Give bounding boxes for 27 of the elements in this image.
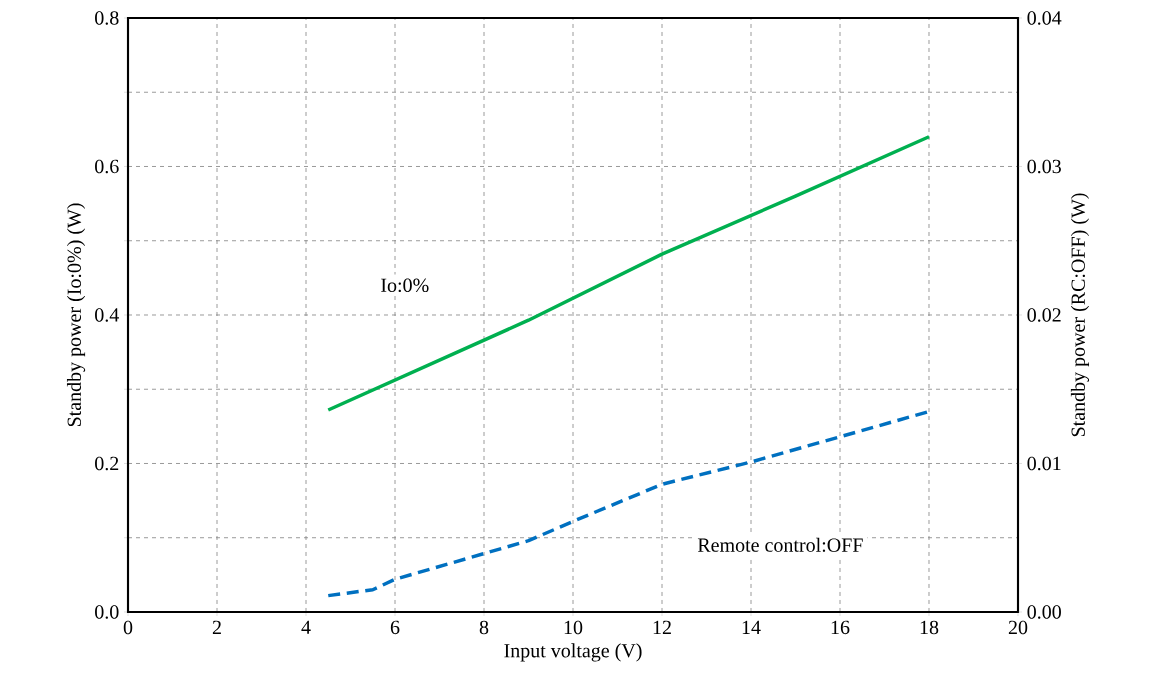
x-tick-label: 14 <box>742 620 761 634</box>
x-tick-label: 10 <box>564 620 583 635</box>
x-tick-label: 16 <box>831 620 850 635</box>
annotation: Io:0% <box>381 278 429 293</box>
x-tick-label: 18 <box>920 620 939 635</box>
x-tick-label: 20 <box>1008 620 1028 635</box>
y-tick-label: 0.2 <box>95 456 119 471</box>
y-tick-label: 0.4 <box>95 308 119 322</box>
x-tick-label: 0 <box>123 620 133 635</box>
y2-tick-label: 0.01 <box>1027 456 1061 471</box>
y-tick-label: 0.0 <box>95 605 119 619</box>
y2-tick-label: 0.04 <box>1027 11 1062 25</box>
y2-tick-label: 0.00 <box>1027 605 1061 619</box>
x-axis-title: Input voltage (V) <box>504 643 642 662</box>
y2-tick-label: 0.03 <box>1027 159 1061 174</box>
x-tick-label: 2 <box>212 620 221 634</box>
x-tick-label: 6 <box>390 620 400 635</box>
y-axis-title: Standby power (Io:0%) (W) <box>66 203 86 427</box>
y-tick-label: 0.6 <box>95 159 119 174</box>
y-tick-label: 0.8 <box>95 11 119 25</box>
y2-axis-title: Standby power (RC:OFF) (W) <box>1070 193 1090 437</box>
annotation: Remote control:OFF <box>697 537 863 552</box>
y2-tick-label: 0.02 <box>1027 308 1061 322</box>
x-tick-label: 8 <box>479 620 489 635</box>
x-tick-label: 4 <box>301 620 311 634</box>
line-series <box>326 135 931 412</box>
x-tick-label: 12 <box>653 620 671 634</box>
